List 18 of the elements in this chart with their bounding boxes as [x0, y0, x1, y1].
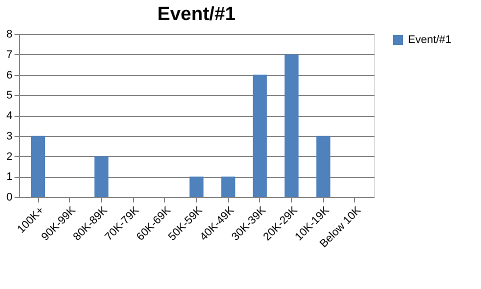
- y-tick-label: 1: [6, 171, 12, 184]
- bar: [316, 136, 330, 197]
- y-tick-label: 0: [6, 192, 12, 204]
- y-tick-label: 5: [6, 90, 12, 102]
- y-tick-label: 2: [6, 150, 12, 163]
- y-tick-label: 8: [6, 28, 12, 40]
- bar: [31, 136, 46, 197]
- bar: [190, 176, 204, 197]
- bar: [252, 74, 267, 197]
- y-tick-label: 3: [6, 130, 12, 142]
- bar: [221, 176, 236, 197]
- legend-label: Event/#1: [408, 34, 452, 46]
- y-tick-label: 6: [6, 69, 12, 82]
- y-tick-label: 4: [6, 110, 12, 122]
- bar: [94, 156, 108, 197]
- y-tick-label: 7: [6, 48, 12, 61]
- chart-title: Event/#1: [157, 4, 236, 25]
- bar: [284, 54, 299, 197]
